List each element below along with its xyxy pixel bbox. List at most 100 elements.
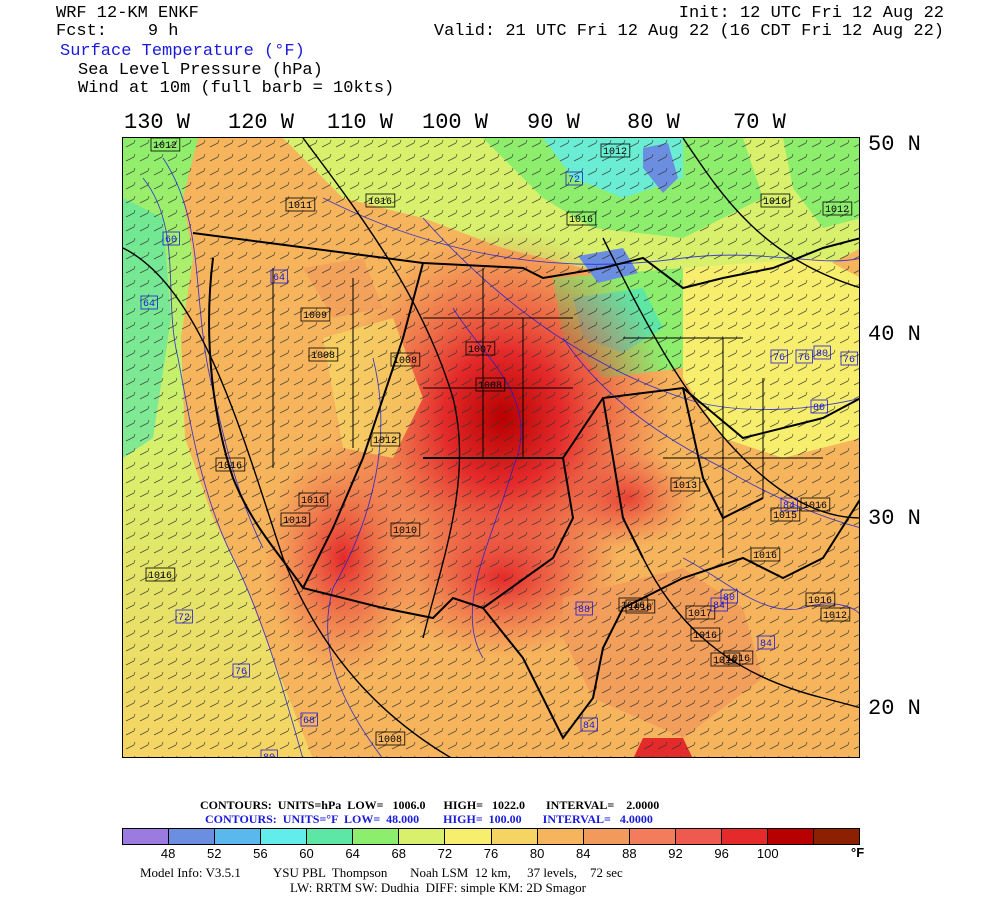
- temperature-label-box: [232, 663, 250, 678]
- model-title: WRF 12-KM ENKF: [56, 4, 199, 23]
- pressure-label: 1016: [713, 656, 737, 667]
- pressure-label: 1013: [283, 516, 307, 527]
- field-pressure: Sea Level Pressure (hPa): [78, 61, 323, 80]
- temperature-label: 80: [813, 403, 825, 414]
- temperature-label-box: [575, 601, 593, 616]
- legend-swatch: [215, 829, 262, 844]
- legend-tick-label: 76: [483, 846, 499, 861]
- legend-swatch: [491, 829, 538, 844]
- pressure-label-box: [145, 567, 176, 582]
- legend-tick-label: 80: [529, 846, 545, 861]
- pressure-label: 1015: [773, 511, 797, 522]
- legend-swatch: [261, 829, 308, 844]
- temperature-label-box: [300, 712, 318, 727]
- temperature-label: 84: [783, 501, 795, 512]
- pressure-label-box: [370, 432, 401, 447]
- legend-swatch: [123, 829, 170, 844]
- pressure-label-box: [375, 731, 406, 746]
- legend-swatch: [353, 829, 400, 844]
- pressure-label-box: [770, 507, 801, 522]
- pressure-label-box: [750, 547, 781, 562]
- temperature-label-box: [270, 269, 288, 284]
- legend-tick-label: 88: [622, 846, 637, 861]
- temperature-label: 80: [723, 593, 735, 604]
- pressure-label: 1008: [378, 735, 402, 746]
- pressure-label-box: [300, 307, 331, 322]
- pressure-label: 1016: [569, 215, 593, 226]
- legend-tick-label: 84: [576, 846, 591, 861]
- temperature-label: 76: [798, 353, 810, 364]
- temperature-label-box: [175, 609, 193, 624]
- pressure-label: 1016: [753, 551, 777, 562]
- pressure-label-box: [150, 138, 181, 152]
- pressure-label-box: [298, 492, 329, 507]
- pressure-label: 1008: [311, 351, 335, 362]
- pressure-label-box: [800, 497, 831, 512]
- legend-swatch: [399, 829, 446, 844]
- temperature-label: 88: [578, 605, 590, 616]
- temperature-label: 64: [273, 273, 285, 284]
- model-info-line1: Model Info: V3.5.1 YSU PBL Thompson Noah…: [140, 865, 623, 880]
- pressure-label: 1013: [673, 481, 697, 492]
- lon-label-90w: 90 W: [527, 110, 580, 135]
- legend-swatch: [629, 829, 676, 844]
- legend-swatch: [445, 829, 492, 844]
- lon-label-120w: 120 W: [228, 110, 295, 135]
- pressure-label-box: [566, 211, 597, 226]
- legend-tick-label: 64: [345, 846, 360, 861]
- lat-label-50n: 50 N: [868, 132, 921, 157]
- pressure-label: 1009: [303, 311, 327, 322]
- pressure-label-box: [365, 193, 396, 208]
- legend-swatch: [583, 829, 630, 844]
- pressure-label: 1012: [825, 205, 849, 216]
- pressure-label-box: [215, 457, 246, 472]
- pressure-label: 1016: [368, 197, 392, 208]
- lon-label-130w: 130 W: [124, 110, 191, 135]
- pressure-label-box: [710, 652, 741, 667]
- pressure-label-box: [625, 599, 656, 614]
- temperature-label: 68: [303, 716, 315, 727]
- temperature-label: 84: [583, 721, 595, 732]
- temperature-label-box: [580, 717, 598, 732]
- temperature-label: 64: [143, 299, 155, 310]
- temperature-label: 76: [843, 355, 855, 366]
- temperature-label: 80: [816, 349, 828, 360]
- pressure-label-box: [465, 341, 496, 356]
- temperature-label-box: [140, 295, 158, 310]
- pressure-label-box: [822, 201, 853, 216]
- pressure-label: 1012: [373, 436, 397, 447]
- temperature-label: 76: [773, 353, 785, 364]
- pressure-label: 1016: [621, 601, 645, 612]
- legend-tick-label: 92: [668, 846, 683, 861]
- init-time: Init: 12 UTC Fri 12 Aug 22: [678, 4, 944, 23]
- legend-swatch: [169, 829, 216, 844]
- temperature-label-box: [810, 399, 828, 414]
- pressure-label: 1012: [153, 141, 177, 152]
- pressure-label-box: [285, 197, 316, 212]
- pressure-label-box: [723, 650, 754, 665]
- field-wind: Wind at 10m (full barb = 10kts): [78, 79, 395, 98]
- pressure-label: 1016: [763, 197, 787, 208]
- temperature-label-box: [260, 749, 278, 757]
- pressure-label: 1008: [478, 381, 502, 392]
- legend-swatch: [537, 829, 584, 844]
- temperature-label-box: [720, 589, 738, 604]
- temperature-label-box: [162, 231, 180, 246]
- legend-tick-label: 96: [714, 846, 729, 861]
- pressure-label-box: [760, 193, 791, 208]
- lat-label-20n: 20 N: [868, 696, 921, 721]
- temperature-label: 72: [178, 613, 190, 624]
- lon-label-110w: 110 W: [327, 110, 394, 135]
- legend-tick-label: 48: [160, 846, 176, 861]
- pressure-label-box: [685, 605, 716, 620]
- pressure-label-box: [690, 627, 721, 642]
- legend-tick-label: 72: [437, 846, 453, 861]
- valid-time: Valid: 21 UTC Fri 12 Aug 22 (16 CDT Fri …: [433, 22, 944, 41]
- temperature-label-box: [813, 345, 831, 360]
- temperature-label: 72: [568, 175, 580, 186]
- temperature-label-box: [770, 349, 788, 364]
- lat-label-40n: 40 N: [868, 322, 921, 347]
- pressure-label: 1016: [803, 501, 827, 512]
- temperature-label-box: [795, 349, 813, 364]
- temperature-label-box: [757, 635, 775, 650]
